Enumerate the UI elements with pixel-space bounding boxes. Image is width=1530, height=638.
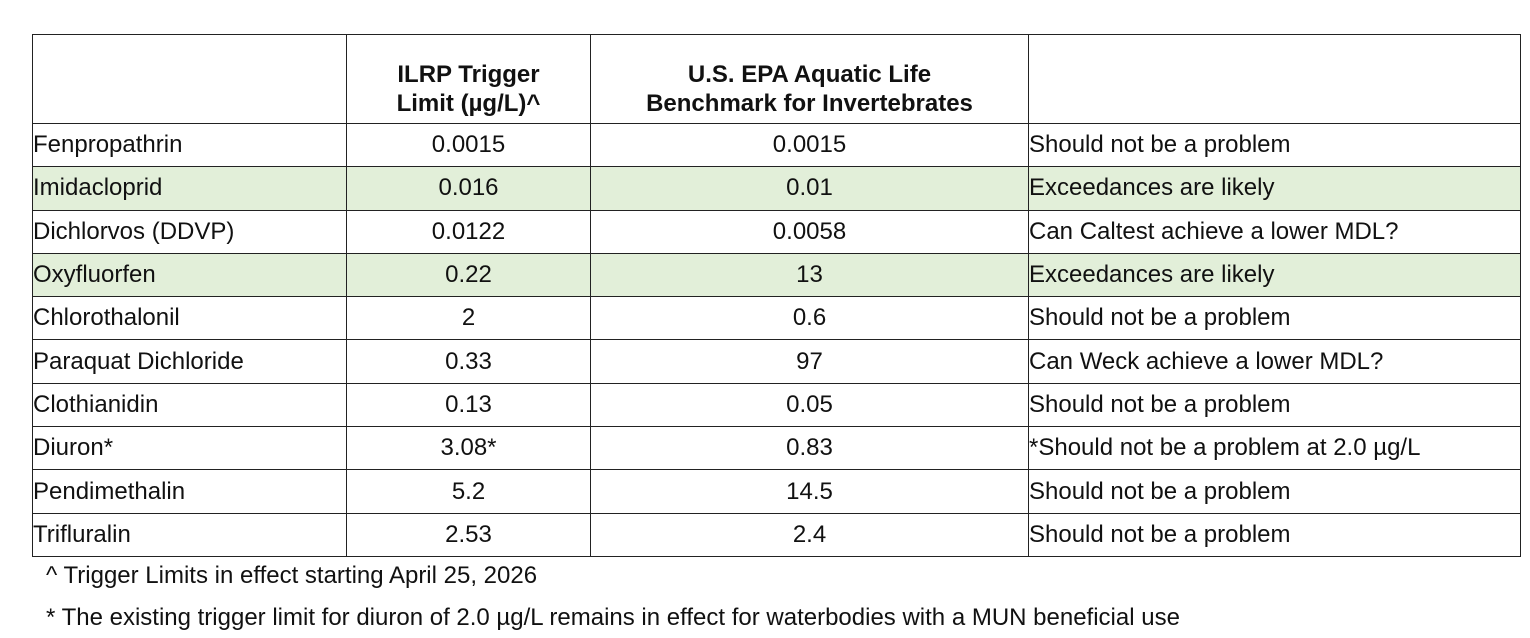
table-row: Fenpropathrin 0.0015 0.0015 Should not be a… (32, 122, 1521, 168)
header-ilrp-trigger-limit: ILRP Trigger Limit (µg/L)^ (346, 34, 591, 124)
pesticide-name-cell: Oxyfluorfen (32, 252, 347, 298)
ilrp-limit-cell: 0.22 (346, 252, 591, 298)
pesticide-name-cell: Imidacloprid (32, 166, 347, 211)
footnote-trigger-date: ^ Trigger Limits in effect starting Apri… (46, 562, 538, 589)
table-row: Dichlorvos (DDVP) 0.0122 0.0058 Can Caltest… (32, 209, 1521, 254)
note-cell: Should not be a problem (1028, 382, 1521, 428)
header-epa-line: U.S. EPA Aquatic Life Benchmark for Inver… (646, 61, 973, 118)
ilrp-limit-cell: 2.53 (346, 512, 591, 557)
epa-benchmark-cell: 0.6 (590, 296, 1029, 341)
header-ilrp-line: ILRP Trigger Limit (µg/L)^ (396, 61, 541, 118)
ilrp-limit-cell: 2 (346, 296, 591, 341)
header-epa-benchmark: U.S. EPA Aquatic Life Benchmark for Inver… (590, 34, 1029, 124)
note-cell: Should not be a problem (1028, 512, 1521, 557)
epa-benchmark-cell: 0.01 (590, 166, 1029, 211)
header-blank-right (1028, 34, 1521, 124)
header-row: ILRP Trigger Limit (µg/L)^ U.S. EPA Aquat… (32, 34, 1521, 124)
ilrp-limit-cell: 0.016 (346, 166, 591, 211)
pesticide-name-cell: Dichlorvos (DDVP) (32, 209, 347, 254)
epa-benchmark-cell: 13 (590, 252, 1029, 298)
ilrp-limit-cell: 0.33 (346, 339, 591, 384)
footnote-diuron: * The existing trigger limit for diuron … (46, 604, 1180, 631)
table-row: Diuron* 3.08* 0.83 *Should not be a problem… (32, 426, 1521, 471)
note-cell: Should not be a problem (1028, 469, 1521, 514)
epa-benchmark-cell: 0.0058 (590, 209, 1029, 254)
pesticide-name-cell: Trifluralin (32, 512, 347, 557)
epa-benchmark-cell: 0.0015 (590, 122, 1029, 168)
note-cell: Can Caltest achieve a lower MDL? (1028, 209, 1521, 254)
table-row: Oxyfluorfen 0.22 13 Exceedances are likely (32, 252, 1521, 298)
note-cell: Should not be a problem (1028, 296, 1521, 341)
ilrp-limit-cell: 3.08* (346, 426, 591, 471)
note-cell: Should not be a problem (1028, 122, 1521, 168)
table-row: Imidacloprid 0.016 0.01 Exceedances are lik… (32, 166, 1521, 211)
ilrp-limit-cell: 0.13 (346, 382, 591, 428)
note-cell: Exceedances are likely (1028, 166, 1521, 211)
table-row: Clothianidin 0.13 0.05 Should not be a prob… (32, 382, 1521, 428)
ilrp-limit-cell: 0.0015 (346, 122, 591, 168)
pesticide-name-cell: Chlorothalonil (32, 296, 347, 341)
table-row: Pendimethalin 5.2 14.5 Should not be a prob… (32, 469, 1521, 514)
note-cell: *Should not be a problem at 2.0 µg/L (1028, 426, 1521, 471)
pesticide-name-cell: Fenpropathrin (32, 122, 347, 168)
epa-benchmark-cell: 2.4 (590, 512, 1029, 557)
epa-benchmark-cell: 97 (590, 339, 1029, 384)
table-row: Trifluralin 2.53 2.4 Should not be a proble… (32, 512, 1521, 557)
ilrp-limit-cell: 0.0122 (346, 209, 591, 254)
pesticide-name-cell: Pendimethalin (32, 469, 347, 514)
pesticide-name-cell: Diuron* (32, 426, 347, 471)
pesticide-name-cell: Paraquat Dichloride (32, 339, 347, 384)
note-cell: Can Weck achieve a lower MDL? (1028, 339, 1521, 384)
epa-benchmark-cell: 0.83 (590, 426, 1029, 471)
epa-benchmark-cell: 0.05 (590, 382, 1029, 428)
ilrp-limit-cell: 5.2 (346, 469, 591, 514)
table-row: Chlorothalonil 2 0.6 Should not be a proble… (32, 296, 1521, 341)
epa-benchmark-cell: 14.5 (590, 469, 1029, 514)
note-cell: Exceedances are likely (1028, 252, 1521, 298)
header-blank-left (32, 34, 347, 124)
pesticide-limits-table: ILRP Trigger Limit (µg/L)^ U.S. EPA Aquat… (32, 34, 1521, 557)
table-row: Paraquat Dichloride 0.33 97 Can Weck achiev… (32, 339, 1521, 384)
pesticide-name-cell: Clothianidin (32, 382, 347, 428)
